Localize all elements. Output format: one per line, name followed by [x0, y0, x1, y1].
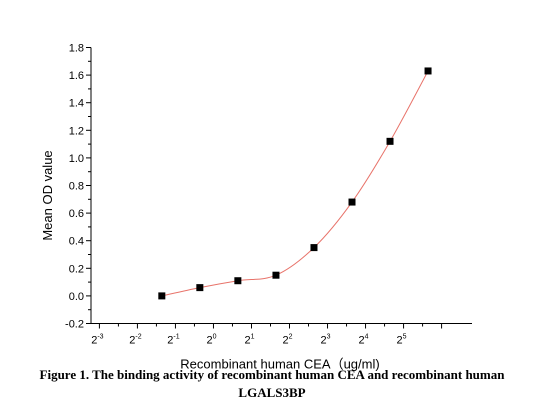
data-point: [234, 277, 242, 285]
x-tick-label: 2-2: [129, 334, 141, 347]
y-tick-label: 1.0: [69, 153, 84, 165]
x-tick-label: 21: [244, 334, 254, 347]
data-point: [386, 137, 394, 145]
x-tick-label: 22: [282, 334, 292, 347]
data-point: [310, 244, 318, 252]
x-tick-label: 25: [397, 334, 407, 347]
data-point: [272, 271, 280, 279]
y-tick-label: 1.4: [69, 98, 84, 110]
caption-line-1: Figure 1. The binding activity of recomb…: [39, 367, 505, 382]
x-tick-label: 24: [359, 334, 369, 347]
figure-caption: Figure 1. The binding activity of recomb…: [0, 366, 544, 402]
x-axis-label: Recombinant human CEA（ug/ml): [180, 357, 379, 372]
x-tick-label: 23: [321, 334, 331, 347]
data-point: [424, 67, 432, 75]
y-axis-label: Mean OD value: [40, 150, 55, 240]
y-tick-label: -0.2: [65, 319, 84, 331]
x-axis: 2-3 2-2 2-1 20 21 22 23 24 25: [88, 323, 472, 347]
data-points: [158, 67, 432, 300]
y-tick-label: 0.0: [69, 291, 84, 303]
x-tick-label: 2-1: [167, 334, 179, 347]
y-tick-label: 0.8: [69, 181, 84, 193]
x-tick-label: 2-3: [91, 334, 103, 347]
y-tick-label: 0.2: [69, 263, 84, 275]
y-tick-label: 0.4: [69, 236, 84, 248]
y-tick-label: 0.6: [69, 208, 84, 220]
y-tick-label: 1.6: [69, 70, 84, 82]
x-tick-label: 20: [206, 334, 216, 347]
y-axis: -0.2 0.0 0.2 0.4 0.6 0.8 1.0 1.2 1.4 1.6 1.8: [65, 43, 92, 331]
data-point: [158, 292, 166, 300]
y-tick-label: 1.8: [69, 43, 84, 55]
data-point: [348, 198, 356, 206]
y-tick-label: 1.2: [69, 125, 84, 137]
data-point: [196, 284, 204, 292]
fit-curve: [161, 70, 429, 297]
caption-line-2: LGALS3BP: [238, 385, 306, 400]
